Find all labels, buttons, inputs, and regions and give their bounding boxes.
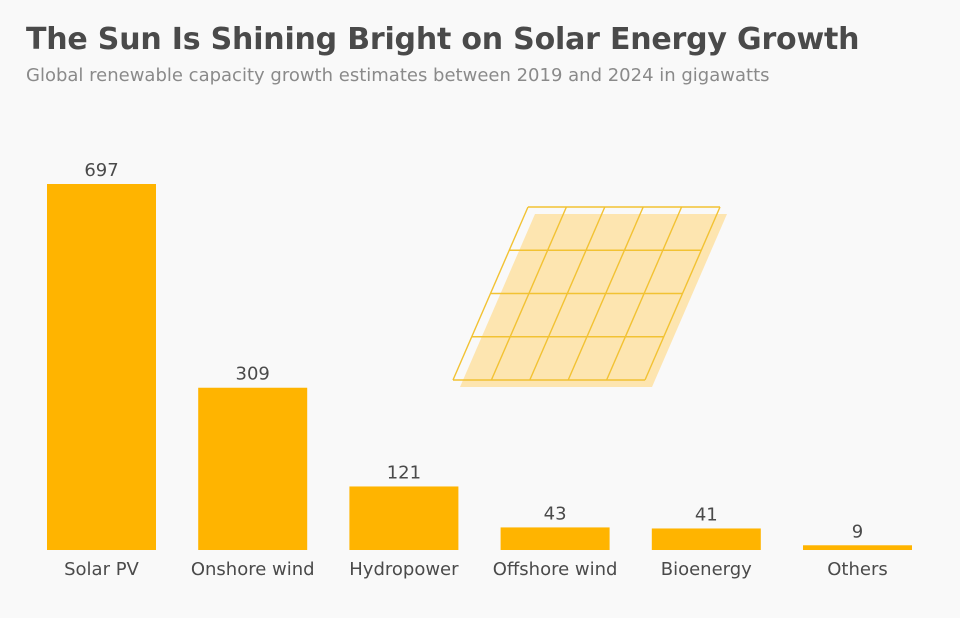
bar-bioenergy: [651, 528, 761, 550]
category-labels-group: Solar PV Onshore wind Hydropower Offshore w…: [64, 559, 888, 580]
category-label-offshore-wind: Offshore wind: [493, 559, 618, 580]
category-label-solar-pv: Solar PV: [64, 559, 139, 580]
bar-onshore-wind: [198, 387, 308, 550]
bar-solar-pv: [47, 184, 156, 550]
bar-hydropower: [349, 486, 459, 550]
value-labels-group: 697 309 121 43 41 9: [84, 160, 863, 542]
bar-offshore-wind: [500, 527, 610, 550]
category-label-onshore-wind: Onshore wind: [191, 559, 315, 580]
solar-panel-icon: [452, 206, 727, 387]
chart-subtitle: Global renewable capacity growth estimat…: [26, 65, 770, 86]
category-label-others: Others: [827, 559, 888, 580]
bar-others: [803, 545, 912, 550]
category-label-bioenergy: Bioenergy: [661, 559, 752, 580]
value-label-hydropower: 121: [387, 462, 421, 483]
value-label-onshore-wind: 309: [236, 364, 270, 385]
category-label-hydropower: Hydropower: [349, 559, 459, 580]
value-label-others: 9: [852, 521, 863, 542]
bars-group: [47, 184, 912, 550]
chart-title: The Sun Is Shining Bright on Solar Energ…: [26, 22, 860, 57]
value-label-offshore-wind: 43: [544, 503, 567, 524]
value-label-bioenergy: 41: [695, 504, 718, 525]
value-label-solar-pv: 697: [84, 160, 118, 181]
